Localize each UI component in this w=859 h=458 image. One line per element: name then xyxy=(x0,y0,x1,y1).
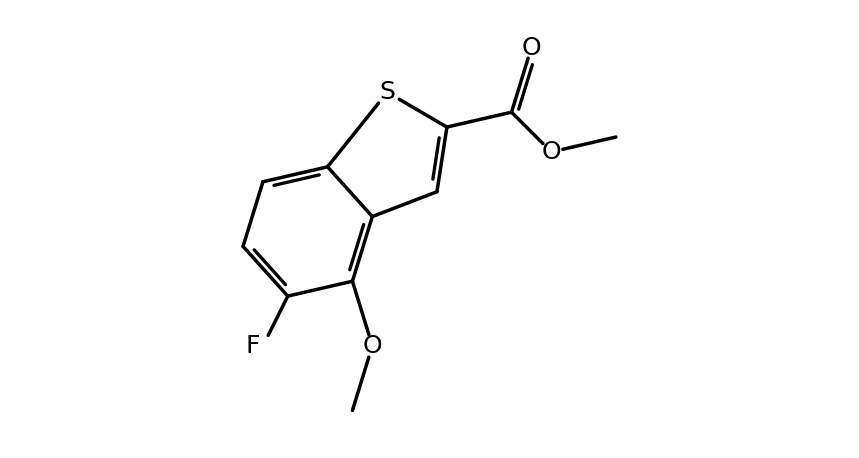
Text: O: O xyxy=(521,36,541,60)
Text: O: O xyxy=(362,334,382,358)
Text: S: S xyxy=(380,80,395,104)
Text: F: F xyxy=(246,334,260,358)
Text: O: O xyxy=(541,140,561,164)
